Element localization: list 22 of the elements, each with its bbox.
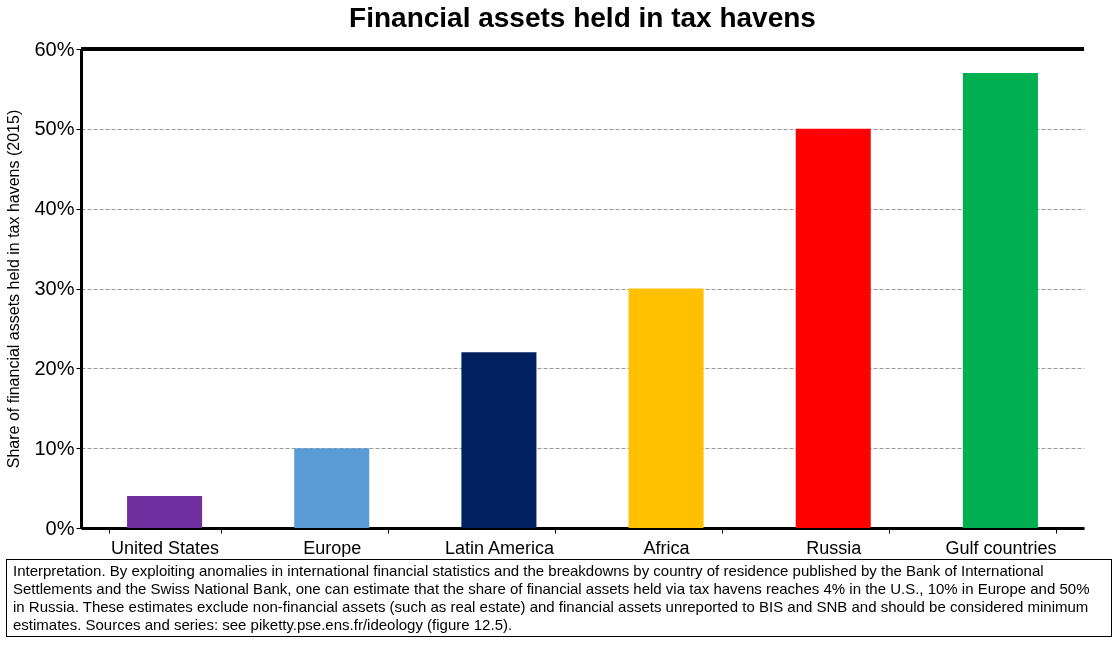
x-tick-label: Gulf countries [945, 537, 1057, 558]
y-axis-title: Share of financial assets held in tax havens (2015) [5, 109, 23, 469]
bar [461, 352, 537, 528]
x-tick-label: Europe [303, 537, 362, 558]
y-tick-label: 40% [34, 197, 75, 220]
bar [294, 448, 370, 528]
x-tick-label: Latin America [444, 537, 555, 558]
bar [127, 496, 203, 528]
y-tick-label: 50% [34, 117, 75, 140]
y-tick-label: 0% [45, 516, 75, 539]
x-tick-label: United States [111, 537, 220, 558]
text: Interpretation. By exploiting anomalies in international financial statistics and the breakdowns by country of residence published by the Bank of International Settlements and the Swiss National Bank, one can estimate that the share of financial assets held via tax havens reaches 4% in the U.S., 10% in Europe and 50% in Russia. These estimates exclude non-financial assets (such as real estate) and financial assets unreported to BIS and SNB and should be considered minimum estimates. Sources and series: see piketty.pse.ens.fr/ideology (figure 12.5). [6, 559, 1112, 637]
bar [795, 128, 871, 528]
x-tick-label: Africa [643, 537, 691, 558]
y-tick-label: 10% [34, 436, 75, 459]
chart-title: Financial assets held in tax havens [349, 2, 816, 33]
y-tick-label: 20% [34, 356, 75, 379]
bar [962, 72, 1038, 528]
x-tick-label: Russia [806, 537, 863, 558]
y-tick-label: 60% [34, 37, 75, 60]
bar [628, 288, 704, 528]
y-tick-label: 30% [34, 277, 75, 299]
